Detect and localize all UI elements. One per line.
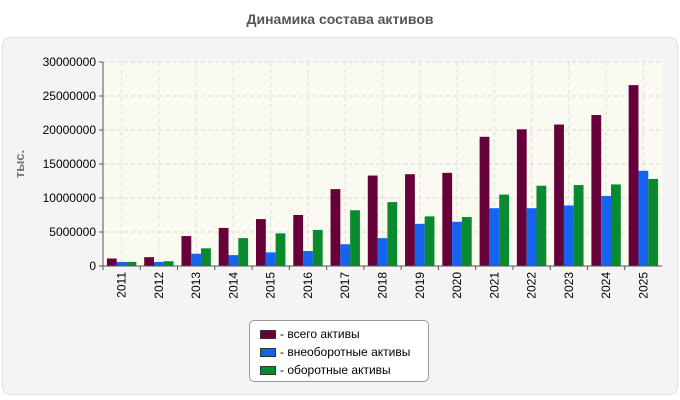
bar-2023-s0 bbox=[554, 124, 564, 266]
bar-2022-s2 bbox=[536, 185, 547, 266]
x-tick-label: 2013 bbox=[189, 272, 203, 299]
x-tick-label: 2012 bbox=[152, 272, 166, 299]
bar-2012-s2 bbox=[163, 261, 174, 266]
bar-2020-s2 bbox=[461, 217, 472, 266]
bar-2018-s2 bbox=[387, 202, 398, 266]
bar-2024-s2 bbox=[611, 184, 621, 266]
legend-label-total: - всего активы bbox=[280, 327, 360, 341]
legend-item-noncurrent: - внеоборотные активы bbox=[260, 343, 428, 361]
legend-item-current: - оборотные активы bbox=[260, 361, 428, 379]
bar-2013-s2 bbox=[201, 248, 211, 266]
y-tick-label: 30000000 bbox=[43, 55, 97, 69]
bar-2018-s1 bbox=[377, 238, 388, 266]
bars bbox=[106, 85, 659, 267]
bar-2022-s0 bbox=[516, 129, 527, 266]
bar-2014-s1 bbox=[228, 255, 239, 266]
x-tick-label: 2021 bbox=[487, 272, 501, 299]
bar-2016-s1 bbox=[303, 251, 313, 266]
bar-2015-s2 bbox=[275, 233, 286, 266]
y-tick-label: 25000000 bbox=[43, 89, 97, 103]
bar-2025-s1 bbox=[638, 170, 649, 266]
bar-2017-s2 bbox=[350, 210, 360, 266]
x-tick-label: 2014 bbox=[226, 272, 240, 299]
y-tick-label: 10000000 bbox=[43, 191, 97, 205]
x-tick-label: 2023 bbox=[562, 272, 576, 299]
legend-swatch-current bbox=[260, 365, 276, 375]
chart-title: Динамика состава активов bbox=[246, 11, 434, 27]
bar-2016-s0 bbox=[293, 215, 304, 266]
y-tick-label: 0 bbox=[89, 259, 96, 273]
x-tick-label: 2025 bbox=[636, 272, 650, 299]
bar-2011-s0 bbox=[106, 258, 117, 266]
bar-2019-s1 bbox=[414, 223, 425, 266]
bar-2019-s0 bbox=[405, 174, 415, 266]
x-tick-label: 2019 bbox=[413, 272, 427, 299]
bar-2021-s0 bbox=[479, 136, 490, 266]
legend-label-noncurrent: - внеоборотные активы bbox=[280, 345, 411, 359]
legend-swatch-noncurrent bbox=[260, 347, 276, 357]
x-tick-label: 2020 bbox=[450, 272, 464, 299]
y-axis-label: тыс. bbox=[12, 150, 27, 178]
legend-item-total: - всего активы bbox=[260, 325, 428, 343]
bar-2024-s1 bbox=[601, 195, 611, 266]
bar-2015-s0 bbox=[256, 219, 266, 266]
bar-2012-s1 bbox=[154, 261, 164, 266]
x-tick-label: 2018 bbox=[376, 272, 390, 299]
bar-2013-s1 bbox=[191, 253, 202, 266]
bar-2012-s0 bbox=[144, 257, 154, 266]
bar-2011-s2 bbox=[126, 261, 137, 266]
bar-2025-s2 bbox=[648, 178, 659, 266]
bar-2019-s2 bbox=[424, 216, 435, 266]
bar-2014-s2 bbox=[238, 238, 249, 266]
bar-2020-s1 bbox=[452, 221, 462, 266]
axes: 0 5000000 10000000 15000000 20000000 25000000… bbox=[43, 55, 662, 299]
y-tick-label: 15000000 bbox=[43, 157, 97, 171]
bar-2020-s0 bbox=[442, 172, 453, 266]
bar-2016-s2 bbox=[312, 229, 323, 266]
bar-2025-s0 bbox=[628, 85, 639, 267]
bar-2022-s1 bbox=[526, 208, 537, 266]
chart-legend: - всего активы - внеоборотные активы - о… bbox=[249, 320, 429, 382]
bar-2015-s1 bbox=[265, 252, 276, 266]
legend-swatch-total bbox=[260, 329, 276, 339]
y-tick-label: 20000000 bbox=[43, 123, 97, 137]
x-tick-label: 2016 bbox=[301, 272, 315, 299]
x-tick-label: 2022 bbox=[525, 272, 539, 299]
bar-2023-s1 bbox=[563, 205, 574, 266]
bar-2021-s2 bbox=[499, 194, 509, 266]
bar-2013-s0 bbox=[181, 236, 192, 266]
y-tick-label: 5000000 bbox=[49, 225, 96, 239]
legend-label-current: - оборотные активы bbox=[280, 363, 391, 377]
x-tick-label: 2024 bbox=[599, 272, 613, 299]
bar-2011-s1 bbox=[116, 261, 127, 266]
x-tick-label: 2017 bbox=[338, 272, 352, 299]
x-tick-label: 2011 bbox=[115, 272, 129, 298]
bar-2014-s0 bbox=[218, 227, 229, 266]
bar-2023-s2 bbox=[573, 185, 584, 266]
x-tick-label: 2015 bbox=[264, 272, 278, 299]
bar-2024-s0 bbox=[591, 115, 602, 266]
bar-2017-s1 bbox=[340, 244, 351, 266]
bar-2018-s0 bbox=[367, 175, 378, 266]
bar-2017-s0 bbox=[330, 189, 341, 266]
bar-2021-s1 bbox=[489, 208, 500, 266]
